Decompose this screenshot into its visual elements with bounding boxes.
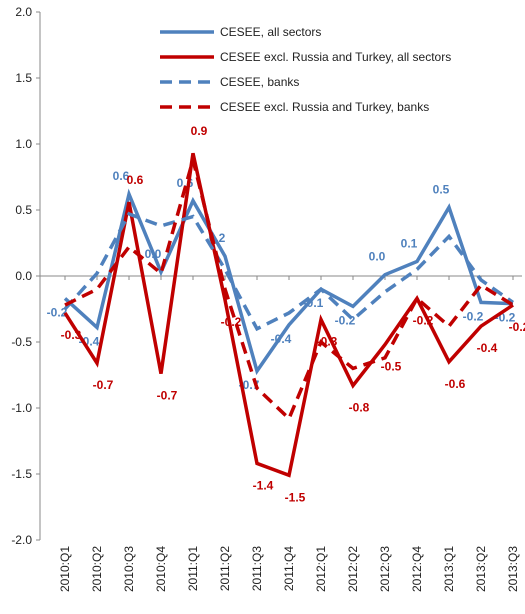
x-tick-label: 2010:Q3 bbox=[122, 546, 136, 592]
x-tick-label: 2013:Q3 bbox=[506, 546, 520, 592]
value-label: -0.2 bbox=[509, 320, 525, 334]
x-tick-label: 2012:Q4 bbox=[410, 546, 424, 592]
value-label: 0.9 bbox=[191, 124, 208, 138]
value-label: -0.3 bbox=[317, 335, 338, 349]
series-line bbox=[63, 188, 514, 376]
value-label: -1.5 bbox=[285, 490, 306, 504]
value-label: -0.3 bbox=[61, 328, 82, 342]
value-label: -0.7 bbox=[93, 378, 114, 392]
value-label: -0.4 bbox=[271, 332, 292, 346]
value-label: -0.6 bbox=[445, 377, 466, 391]
value-label: 0.6 bbox=[113, 169, 130, 183]
x-tick-label: 2010:Q2 bbox=[90, 546, 104, 592]
value-label: -0.2 bbox=[413, 313, 434, 327]
value-label: -0.2 bbox=[463, 309, 484, 323]
y-tick-label: 0.0 bbox=[15, 269, 32, 283]
series-line bbox=[63, 211, 515, 332]
x-tick-label: 2011:Q1 bbox=[186, 546, 200, 591]
x-tick-label: 2010:Q4 bbox=[154, 546, 168, 592]
x-tick-label: 2012:Q3 bbox=[378, 546, 392, 592]
value-label: -0.2 bbox=[335, 313, 356, 327]
value-label: 0.0 bbox=[145, 247, 162, 261]
y-tick-label: 1.5 bbox=[15, 71, 32, 85]
value-label: 0.6 bbox=[127, 173, 144, 187]
value-label: 0.1 bbox=[401, 236, 418, 250]
x-tick-label: 2013:Q2 bbox=[474, 546, 488, 592]
x-tick-label: 2012:Q1 bbox=[314, 546, 328, 592]
value-label: -0.7 bbox=[157, 389, 178, 403]
y-tick-label: 1.0 bbox=[15, 137, 32, 151]
value-label: -0.2 bbox=[47, 305, 68, 319]
value-label: -0.5 bbox=[381, 360, 402, 374]
y-tick-label: -2.0 bbox=[11, 533, 32, 547]
value-label: -0.8 bbox=[349, 401, 370, 415]
x-tick-label: 2010:Q1 bbox=[58, 546, 72, 592]
y-tick-label: 0.5 bbox=[15, 203, 32, 217]
value-label: -1.4 bbox=[253, 478, 274, 492]
value-label: -0.4 bbox=[477, 341, 498, 355]
x-tick-label: 2011:Q3 bbox=[250, 546, 264, 591]
y-tick-label: -1.5 bbox=[11, 467, 32, 481]
x-tick-label: 2012:Q2 bbox=[346, 546, 360, 592]
legend-label: CESEE excl. Russia and Turkey, all secto… bbox=[220, 50, 451, 64]
legend-label: CESEE, banks bbox=[220, 75, 299, 89]
series-line bbox=[63, 152, 514, 478]
value-label: -0.1 bbox=[303, 296, 324, 310]
value-label: 0.0 bbox=[369, 250, 386, 264]
legend-label: CESEE excl. Russia and Turkey, banks bbox=[220, 100, 429, 114]
value-label: 0.5 bbox=[433, 182, 450, 196]
y-tick-label: 2.0 bbox=[15, 5, 32, 19]
x-tick-label: 2011:Q2 bbox=[218, 546, 232, 591]
y-tick-label: -1.0 bbox=[11, 401, 32, 415]
x-tick-label: 2011:Q4 bbox=[282, 546, 296, 591]
series-line bbox=[64, 152, 514, 422]
x-tick-label: 2013:Q1 bbox=[442, 546, 456, 592]
legend-label: CESEE, all sectors bbox=[220, 25, 321, 39]
y-tick-label: -0.5 bbox=[11, 335, 32, 349]
